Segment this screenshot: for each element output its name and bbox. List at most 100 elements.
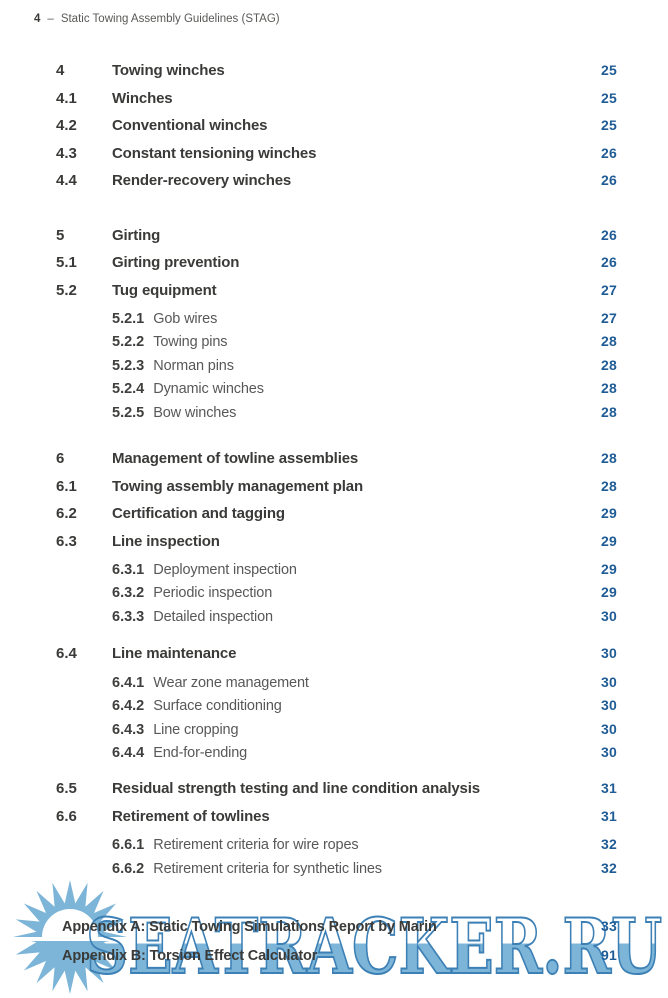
toc-entry-page: 29 (601, 532, 617, 549)
toc-entry-title: Surface conditioning (153, 698, 282, 715)
toc-entry-title: Retirement criteria for synthetic lines (153, 860, 382, 877)
toc-group: 5 Girting 26 5.1 Girting prevention 26 5… (56, 222, 617, 425)
toc-entry-number: 6.3.3 (112, 608, 145, 625)
toc-entry[interactable]: 6.4.3 Line cropping 30 (56, 718, 617, 741)
toc-entry-page: 30 (601, 673, 617, 690)
toc-entry[interactable]: 5.2.5 Bow winches 28 (56, 401, 617, 424)
toc-entry-page: 28 (601, 356, 617, 373)
toc-group: Appendix A: Static Towing Simulations Re… (56, 913, 617, 970)
toc-entry-page: 25 (601, 89, 617, 106)
toc-entry-number: 6.4.3 (112, 721, 145, 738)
toc-entry-page: 28 (601, 333, 617, 350)
table-of-contents: 4 Towing winches 25 4.1 Winches 25 4.2 C… (56, 57, 617, 970)
toc-entry-title: Render-recovery winches (112, 172, 292, 189)
toc-entry-page: 28 (601, 477, 617, 494)
toc-entry-title: Towing assembly management plan (112, 477, 363, 495)
toc-entry-page: 25 (601, 117, 617, 133)
toc-entry[interactable]: 4.4 Render-recovery winches 26 (56, 167, 617, 195)
toc-entry-title: Towing pins (153, 334, 228, 351)
toc-entry-number: 4.2 (56, 117, 77, 134)
toc-entry-page: 31 (601, 807, 617, 824)
toc-entry-title: Certification and tagging (112, 505, 285, 523)
toc-entry-page: 91 (601, 946, 617, 963)
toc-entry-number: 6.6.1 (112, 837, 145, 854)
toc-group: 6.5 Residual strength testing and line c… (56, 775, 617, 880)
toc-entry-page: 30 (601, 607, 617, 624)
toc-entry[interactable]: 5.2.4 Dynamic winches 28 (56, 377, 617, 400)
toc-entry-number: 5.1 (56, 254, 77, 271)
toc-entry-title: Appendix B: Torsion Effect Calculator (62, 947, 318, 964)
toc-entry[interactable]: 6.6.1 Retirement criteria for wire ropes… (56, 833, 617, 856)
toc-entry[interactable]: 6.4.2 Surface conditioning 30 (56, 694, 617, 717)
toc-entry[interactable]: 6.3.3 Detailed inspection 30 (56, 605, 617, 628)
toc-entry-title: Periodic inspection (153, 585, 273, 602)
toc-entry-title: Residual strength testing and line condi… (112, 780, 480, 798)
toc-entry[interactable]: 6 Management of towline assemblies 28 (56, 445, 617, 473)
toc-entry-number: 6.4.4 (112, 744, 145, 761)
toc-entry-page: 29 (601, 584, 617, 601)
toc-entry[interactable]: 5 Girting 26 (56, 222, 617, 250)
toc-entry-title: Norman pins (153, 357, 234, 374)
toc-entry-number: 6.4.1 (112, 674, 145, 691)
toc-entry[interactable]: 5.1 Girting prevention 26 (56, 249, 617, 277)
toc-entry[interactable]: 5.2.2 Towing pins 28 (56, 330, 617, 353)
toc-entry[interactable]: 6.4.1 Wear zone management 30 (56, 671, 617, 694)
toc-entry-number: 6.4.2 (112, 698, 145, 715)
toc-entry-page: 27 (601, 310, 617, 326)
toc-entry-page: 30 (601, 645, 617, 662)
toc-entry[interactable]: 6.3 Line inspection 29 (56, 528, 617, 556)
toc-entry[interactable]: 5.2 Tug equipment 27 (56, 277, 617, 305)
toc-entry-page: 26 (601, 144, 617, 161)
toc-entry-number: 6.4 (56, 645, 77, 663)
toc-entry-title: Gob wires (153, 311, 218, 327)
toc-entry[interactable]: 6.5 Residual strength testing and line c… (56, 775, 617, 803)
document-title: Static Towing Assembly Guidelines (STAG) (60, 13, 280, 25)
toc-entry[interactable]: Appendix B: Torsion Effect Calculator 91 (56, 942, 617, 971)
toc-group: 4 Towing winches 25 4.1 Winches 25 4.2 C… (56, 57, 617, 195)
header-separator: – (47, 13, 54, 25)
toc-entry-title: Winches (112, 89, 173, 107)
toc-entry[interactable]: 4.2 Conventional winches 25 (56, 112, 617, 140)
toc-entry[interactable]: 5.2.3 Norman pins 28 (56, 354, 617, 377)
toc-entry-title: Management of towline assemblies (112, 450, 359, 468)
toc-entry-title: Dynamic winches (153, 381, 264, 398)
page-header: 4 – Static Towing Assembly Guidelines (S… (34, 13, 280, 25)
toc-entry-page: 28 (601, 380, 617, 397)
toc-entry-number: 4.3 (56, 144, 77, 162)
toc-entry-page: 32 (601, 836, 617, 853)
toc-entry[interactable]: 5.2.1 Gob wires 27 (56, 307, 617, 330)
toc-entry-title: Retirement of towlines (112, 807, 270, 825)
header-page-number: 4 (34, 13, 41, 25)
toc-entry[interactable]: 6.4 Line maintenance 30 (56, 640, 617, 668)
toc-entry[interactable]: 4.1 Winches 25 (56, 85, 617, 113)
toc-entry-page: 31 (601, 780, 617, 797)
toc-entry-page: 28 (601, 450, 617, 467)
toc-entry[interactable]: 6.6 Retirement of towlines 31 (56, 803, 617, 831)
toc-entry-title: Girting prevention (112, 254, 240, 271)
toc-entry-page: 26 (601, 172, 617, 188)
toc-entry-page: 25 (601, 62, 617, 78)
toc-entry[interactable]: 6.3.2 Periodic inspection 29 (56, 581, 617, 604)
toc-entry[interactable]: 6.4.4 End-for-ending 30 (56, 741, 617, 764)
toc-entry-number: 4.4 (56, 172, 77, 189)
toc-entry-title: Line cropping (153, 721, 239, 738)
toc-entry-page: 33 (601, 918, 617, 935)
toc-entry-page: 29 (601, 505, 617, 522)
toc-entry-number: 5.2.2 (112, 334, 145, 351)
toc-entry-number: 6.3.1 (112, 562, 145, 579)
toc-entry-number: 6.6.2 (112, 860, 145, 877)
toc-entry-number: 5.2.4 (112, 381, 145, 398)
toc-entry-number: 4 (56, 62, 65, 79)
toc-entry-number: 6 (56, 450, 65, 468)
toc-entry[interactable]: 6.1 Towing assembly management plan 28 (56, 473, 617, 501)
toc-entry-number: 6.6 (56, 807, 77, 825)
toc-entry-title: Girting (112, 226, 161, 244)
toc-entry-page: 30 (601, 720, 617, 737)
toc-entry[interactable]: 6.2 Certification and tagging 29 (56, 500, 617, 528)
toc-entry[interactable]: Appendix A: Static Towing Simulations Re… (56, 913, 617, 942)
toc-entry[interactable]: 4.3 Constant tensioning winches 26 (56, 140, 617, 168)
toc-entry[interactable]: 6.6.2 Retirement criteria for synthetic … (56, 857, 617, 880)
toc-entry[interactable]: 4 Towing winches 25 (56, 57, 617, 85)
toc-entry-title: Deployment inspection (153, 562, 297, 579)
toc-entry[interactable]: 6.3.1 Deployment inspection 29 (56, 558, 617, 581)
